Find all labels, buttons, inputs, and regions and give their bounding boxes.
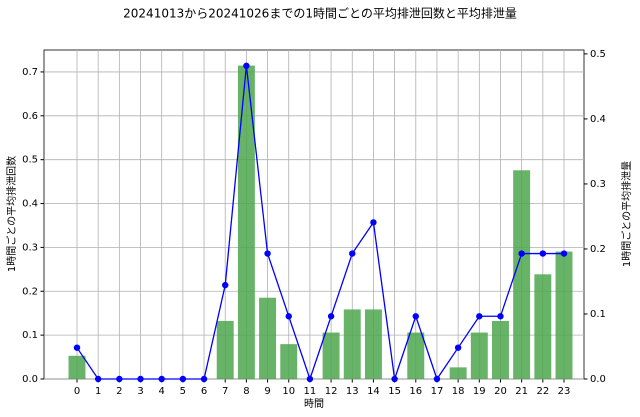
line-point xyxy=(433,375,441,383)
x-tick-label: 5 xyxy=(180,386,186,397)
line-point xyxy=(94,375,102,383)
x-tick-label: 7 xyxy=(222,386,228,397)
bar xyxy=(280,344,298,379)
line-point xyxy=(497,313,504,320)
line-point xyxy=(285,313,292,320)
line-point xyxy=(200,375,208,383)
bar xyxy=(364,309,382,379)
y2-tick-label: 0.2 xyxy=(590,244,606,255)
bar xyxy=(534,274,552,379)
bar xyxy=(237,65,255,380)
y-tick-label: 0.4 xyxy=(22,199,38,210)
x-tick-label: 2 xyxy=(116,386,122,397)
bar xyxy=(449,367,467,379)
y2-tick-label: 0.4 xyxy=(590,114,606,125)
line-point xyxy=(518,250,525,257)
bar xyxy=(216,320,234,379)
x-tick-label: 15 xyxy=(388,386,401,397)
bar xyxy=(343,309,361,379)
x-tick-label: 18 xyxy=(452,386,465,397)
line-point xyxy=(179,375,187,383)
line-point xyxy=(454,344,462,351)
x-tick-label: 9 xyxy=(264,386,270,397)
x-tick-label: 17 xyxy=(431,386,444,397)
x-tick-label: 1 xyxy=(95,386,101,397)
x-axis-label: 時間 xyxy=(304,398,324,410)
line-point xyxy=(412,313,419,320)
y2-axis-label: 1時間ごとの平均排泄量 xyxy=(620,161,633,267)
line-point xyxy=(560,250,568,257)
y-tick-label: 0.3 xyxy=(22,242,38,253)
x-tick-label: 16 xyxy=(409,386,422,397)
y2-tick-label: 0.0 xyxy=(590,374,606,385)
y-tick-label: 0.0 xyxy=(22,374,38,385)
line-point xyxy=(391,375,398,383)
y-tick-label: 0.7 xyxy=(22,67,38,78)
y2-tick-label: 0.3 xyxy=(590,179,606,190)
x-tick-label: 11 xyxy=(304,386,317,397)
x-tick-label: 19 xyxy=(473,386,486,397)
bar xyxy=(470,332,488,379)
x-tick-label: 3 xyxy=(137,386,143,397)
y-tick-label: 0.2 xyxy=(22,286,38,297)
y2-tick-label: 0.5 xyxy=(590,49,606,60)
line-point xyxy=(370,219,377,226)
line-point xyxy=(349,250,356,257)
bar xyxy=(259,297,277,379)
line-point xyxy=(243,62,250,69)
line-point xyxy=(137,375,144,383)
x-tick-label: 22 xyxy=(536,386,549,397)
bar xyxy=(407,332,425,379)
y-tick-label: 0.6 xyxy=(22,111,38,122)
line-point xyxy=(158,375,165,383)
bar xyxy=(322,332,340,379)
y-tick-label: 0.1 xyxy=(22,330,38,341)
chart-title: 20241013から20241026までの1時間ごとの平均排泄回数と平均排泄量 xyxy=(123,6,517,21)
line-point xyxy=(73,344,81,351)
line-point xyxy=(116,375,123,383)
bar xyxy=(492,320,509,379)
x-tick-label: 10 xyxy=(282,386,295,397)
x-tick-label: 20 xyxy=(494,386,507,397)
bar xyxy=(513,170,531,379)
line-point xyxy=(327,313,335,320)
line-point xyxy=(539,250,547,257)
x-tick-label: 21 xyxy=(515,386,528,397)
line-point xyxy=(222,281,229,289)
y-axis-label: 1時間ごとの平均排泄回数 xyxy=(5,156,18,272)
y2-tick-label: 0.1 xyxy=(590,309,606,320)
x-tick-label: 0 xyxy=(74,386,80,397)
x-tick-label: 13 xyxy=(346,386,359,397)
bar xyxy=(555,251,573,379)
line-point xyxy=(476,313,483,320)
x-tick-label: 14 xyxy=(367,386,380,397)
x-tick-label: 12 xyxy=(325,386,338,397)
line-point xyxy=(306,375,314,383)
x-tick-label: 6 xyxy=(201,386,207,397)
line-point xyxy=(264,250,271,257)
bar xyxy=(68,355,86,379)
y-tick-label: 0.5 xyxy=(22,155,38,166)
x-tick-label: 8 xyxy=(243,386,249,397)
line xyxy=(76,65,564,382)
x-tick-label: 4 xyxy=(159,386,165,397)
x-tick-label: 23 xyxy=(558,386,571,397)
